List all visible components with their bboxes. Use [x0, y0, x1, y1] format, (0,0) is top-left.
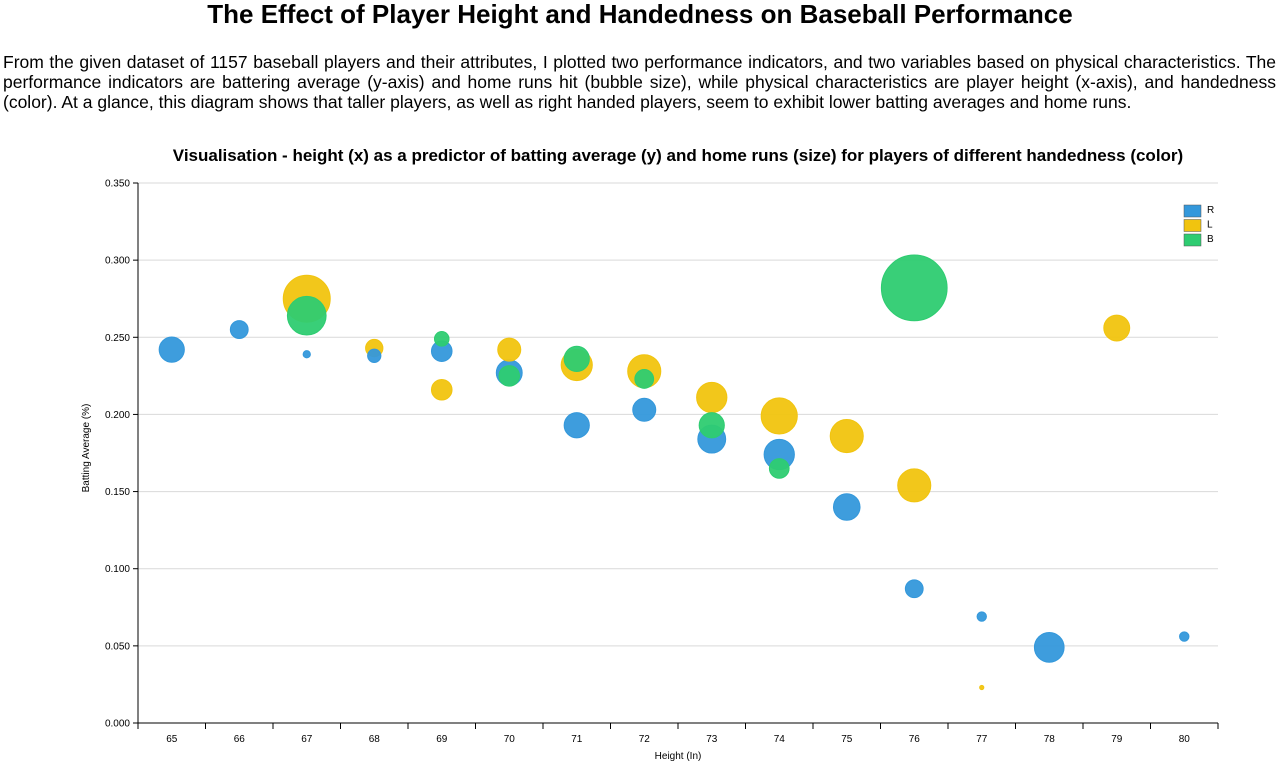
gridlines: [138, 182, 1218, 647]
bubble-r: [563, 412, 590, 439]
x-tick-label: 80: [1179, 734, 1191, 745]
x-tick-label: 65: [166, 734, 178, 745]
y-axis: 0.000 0.050 0.100 0.150 0.200 0.250 0.300 0.350: [105, 179, 139, 730]
bubble-b: [433, 331, 450, 347]
legend-swatch-b: [1183, 233, 1202, 247]
legend: RLB: [1183, 204, 1214, 247]
bubble-r: [632, 397, 657, 422]
bubble-r: [367, 348, 382, 363]
bubble-r: [1179, 631, 1190, 642]
y-tick-label: 0.200: [105, 410, 130, 421]
bubble-b: [768, 458, 790, 479]
x-tick-label: 68: [369, 734, 381, 745]
bubble-l: [829, 418, 864, 454]
bubble-r: [302, 350, 311, 359]
page-title: The Effect of Player Height and Handedne…: [207, 0, 1073, 29]
bubble-r: [832, 493, 861, 521]
legend-label-r: R: [1207, 205, 1214, 216]
x-tick-label: 79: [1111, 734, 1123, 745]
bubble-l: [760, 397, 798, 435]
bubble-l: [1103, 314, 1131, 342]
intro-paragraph: From the given dataset of 1157 baseball …: [3, 52, 1276, 112]
x-axis: 65 66 67 68 69 70 71 72 73 74 75 76 77 78 79 80: [137, 722, 1219, 745]
x-tick-label: 72: [639, 734, 651, 745]
x-tick-label: 70: [504, 734, 516, 745]
bubble-r: [229, 320, 249, 339]
legend-label-b: B: [1207, 234, 1214, 245]
bubble-b: [563, 345, 590, 372]
bubble-l: [430, 378, 453, 401]
bubble-l: [979, 684, 985, 691]
y-tick-label: 0.350: [105, 179, 130, 190]
y-tick-label: 0.150: [105, 487, 130, 498]
y-axis-label: Batting Average (%): [81, 404, 92, 493]
y-tick-label: 0.300: [105, 256, 130, 267]
y-tick-label: 0.250: [105, 333, 130, 344]
bubble-r: [158, 336, 185, 363]
x-tick-label: 77: [976, 734, 988, 745]
x-tick-label: 71: [571, 734, 583, 745]
x-tick-label: 66: [234, 734, 246, 745]
bubbles: [158, 254, 1190, 691]
bubble-b: [498, 365, 521, 387]
legend-swatch-l: [1183, 219, 1202, 232]
bubble-b: [698, 412, 725, 439]
y-tick-label: 0.050: [105, 641, 130, 652]
bubble-r: [1033, 632, 1065, 663]
y-tick-label: 0.000: [105, 719, 130, 730]
x-axis-label: Height (In): [655, 751, 702, 762]
x-tick-label: 74: [774, 734, 786, 745]
x-tick-label: 69: [436, 734, 448, 745]
x-tick-label: 75: [841, 734, 853, 745]
bubble-l: [497, 337, 522, 362]
y-tick-label: 0.100: [105, 564, 130, 575]
x-tick-label: 73: [706, 734, 718, 745]
legend-label-l: L: [1207, 220, 1213, 231]
chart-title: Visualisation - height (x) as a predicto…: [173, 146, 1183, 165]
bubble-b: [286, 295, 327, 336]
legend-swatch-r: [1183, 204, 1202, 218]
bubble-l: [696, 381, 728, 414]
x-tick-label: 76: [909, 734, 921, 745]
x-tick-label: 78: [1044, 734, 1056, 745]
x-tick-label: 67: [301, 734, 313, 745]
bubble-b: [880, 254, 948, 322]
bubble-r: [904, 579, 924, 599]
bubble-b: [634, 369, 655, 389]
bubble-r: [976, 611, 987, 622]
bubble-l: [897, 468, 932, 503]
